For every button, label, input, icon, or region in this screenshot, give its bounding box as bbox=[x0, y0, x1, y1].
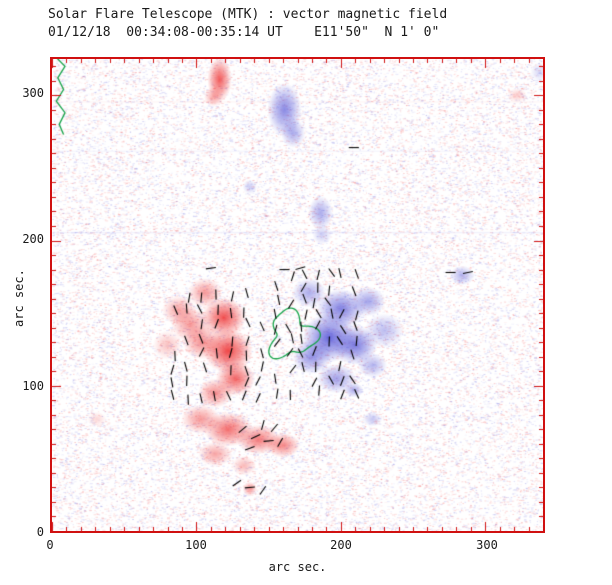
y-tick-label-100: 100 bbox=[22, 379, 44, 393]
y-tick-label-200: 200 bbox=[22, 232, 44, 246]
y-axis-label: arc sec. bbox=[12, 269, 26, 327]
x-tick-label-300: 300 bbox=[476, 538, 498, 552]
figure-subtitle: 01/12/18 00:34:08-00:35:14 UT E11'50" N … bbox=[48, 25, 440, 40]
plot-frame bbox=[50, 57, 545, 533]
x-tick-label-0: 0 bbox=[46, 538, 54, 552]
y-tick-label-300: 300 bbox=[22, 86, 44, 100]
figure-title: Solar Flare Telescope (MTK) : vector mag… bbox=[48, 7, 448, 22]
magnetogram-canvas bbox=[52, 59, 543, 531]
y-tick-label-0: 0 bbox=[36, 525, 44, 539]
x-tick-label-100: 100 bbox=[185, 538, 207, 552]
x-axis-label: arc sec. bbox=[268, 560, 327, 574]
x-tick-label-200: 200 bbox=[330, 538, 352, 552]
